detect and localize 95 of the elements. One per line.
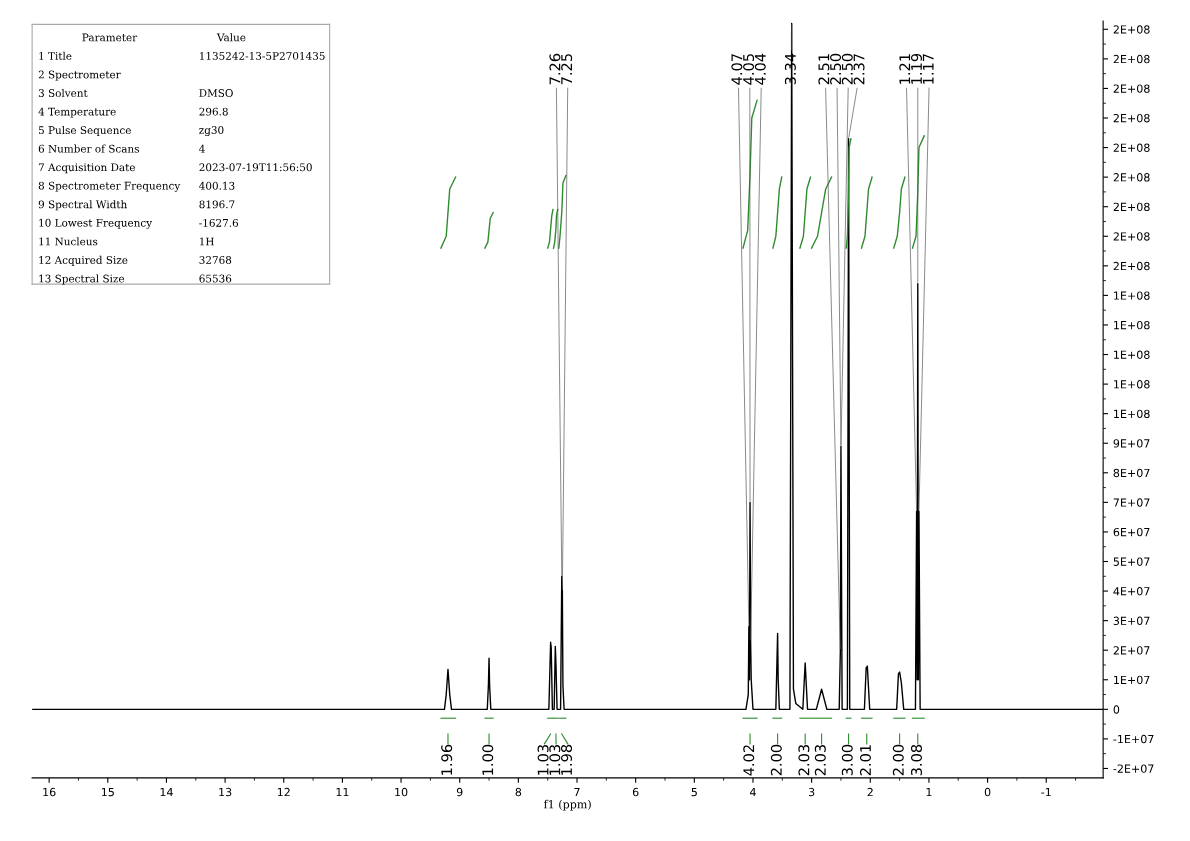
annotation: 1.19 <box>910 53 923 84</box>
y-tick-label: 7E+07 <box>1113 498 1150 507</box>
x-tick-label: 3 <box>808 787 815 797</box>
legend-label: 1.03 <box>549 745 561 775</box>
legend-label: 1.96 <box>441 744 453 775</box>
x-tick-label: 10 <box>395 787 408 797</box>
text: 13 Spectral Size 65536 <box>39 274 232 285</box>
text: 12 Acquired Size 32768 <box>39 255 232 266</box>
text: 3 Solvent DMSO <box>38 88 233 97</box>
y-tick-label: 2E+08 <box>1113 25 1150 34</box>
y-tick-label: 1E+07 <box>1114 675 1150 685</box>
annotation: 4.07 <box>731 54 743 85</box>
legend-label: 1.03 <box>537 745 549 775</box>
x-tick-label: 8 <box>515 787 522 797</box>
x-tick-label: -1 <box>1041 787 1051 797</box>
x-tick-label: 15 <box>101 787 114 797</box>
y-tick-label: 2E+07 <box>1113 646 1150 655</box>
text: 5 Pulse Sequence zg30 <box>38 126 224 137</box>
legend-label: 3.00 <box>841 744 853 776</box>
line-series <box>546 208 554 249</box>
text: 8 Spectrometer Frequency 400.13 <box>38 181 235 192</box>
legend-label: 1.00 <box>482 744 494 775</box>
text: 7 Acquisition Date 2023-07-19T11:56:50 <box>38 163 312 174</box>
x-tick-label: 13 <box>219 787 232 797</box>
annotation: 2.50 <box>841 53 853 85</box>
line-series <box>845 138 852 249</box>
x-tick-label: 4 <box>749 787 756 797</box>
x-tick-label: 5 <box>691 787 697 797</box>
y-tick-label: 1E+08 <box>1114 380 1150 389</box>
line-series <box>860 176 873 249</box>
x-tick-label: 9 <box>456 787 463 797</box>
legend-label: 2.00 <box>770 744 782 776</box>
legend-label: 2.00 <box>892 744 904 776</box>
text: 9 Spectral Width 8196.7 <box>38 200 235 211</box>
annotation: 4.05 <box>743 54 755 85</box>
line-series <box>810 176 833 249</box>
line-series <box>484 211 494 249</box>
annotation: 4.04 <box>754 53 766 85</box>
y-tick-label: 3E+07 <box>1113 616 1150 626</box>
legend-label: 4.02 <box>743 745 755 776</box>
x-tick-label: 7 <box>574 787 580 797</box>
y-tick-label: 4E+07 <box>1113 587 1150 596</box>
annotation: 7.26 <box>549 53 561 85</box>
line-series <box>772 176 783 249</box>
x-tick-label: 11 <box>336 787 349 797</box>
y-tick-label: 1E+08 <box>1114 350 1150 359</box>
x-axis-title: f1 (ppm) <box>543 799 591 811</box>
y-tick-label: -2E+07 <box>1113 764 1154 773</box>
x-tick-label: 12 <box>277 787 290 797</box>
y-tick-label: 2E+08 <box>1113 261 1150 271</box>
y-tick-label: 2E+08 <box>1113 113 1150 123</box>
annotation: 1.21 <box>899 54 911 84</box>
legend-label: 3.08 <box>910 744 923 776</box>
y-tick-label: 2E+08 <box>1113 84 1150 93</box>
x-tick-label: 16 <box>43 787 56 797</box>
text: 4 Temperature 296.8 <box>38 107 228 118</box>
y-tick-label: 2E+08 <box>1113 143 1150 152</box>
y-tick-label: -1E+07 <box>1113 734 1154 744</box>
y-tick-label: 8E+07 <box>1113 468 1150 478</box>
y-tick-label: 2E+08 <box>1113 54 1150 64</box>
annotation: 2.37 <box>853 54 865 85</box>
x-tick-label: 6 <box>632 787 639 797</box>
text: 11 Nucleus 1H <box>39 237 214 246</box>
text: Parameter Value <box>82 33 246 42</box>
y-tick-label: 1E+08 <box>1114 291 1150 300</box>
annotation: 2.50 <box>830 53 842 85</box>
line-series <box>799 176 812 249</box>
line-series <box>893 176 906 249</box>
x-tick-label: 0 <box>984 787 991 797</box>
y-tick-label: 9E+07 <box>1113 439 1150 448</box>
y-tick-label: 0 <box>1113 705 1120 714</box>
x-tick-label: 2 <box>867 787 873 797</box>
text: 10 Lowest Frequency -1627.6 <box>39 218 239 229</box>
text: 1 Title 1135242-13-5P2701435 <box>39 51 325 60</box>
text: 6 Number of Scans 4 <box>38 144 205 153</box>
legend-label: 2.03 <box>798 745 810 776</box>
annotation: 7.25 <box>561 54 573 85</box>
annotation: 2 Spectrometer <box>38 70 121 81</box>
line-series <box>558 174 567 249</box>
legend-label: 2.01 <box>859 745 871 776</box>
y-tick-label: 2E+08 <box>1113 173 1150 182</box>
x-tick-label: 1 <box>926 787 932 797</box>
annotation: 1.17 <box>922 54 934 84</box>
legend-label: 2.03 <box>814 745 826 776</box>
line-series <box>911 135 925 249</box>
annotation: 2.51 <box>818 54 830 85</box>
y-tick-label: 1E+08 <box>1114 320 1150 330</box>
x-tick-label: 14 <box>160 787 173 797</box>
y-tick-label: 5E+07 <box>1113 557 1150 566</box>
y-tick-label: 2E+08 <box>1113 202 1150 212</box>
y-tick-label: 6E+07 <box>1113 527 1150 537</box>
y-tick-label: 2E+08 <box>1113 232 1150 241</box>
line-series <box>440 176 457 249</box>
y-tick-label: 1E+08 <box>1114 409 1150 419</box>
legend-label: 1.98 <box>561 744 573 775</box>
